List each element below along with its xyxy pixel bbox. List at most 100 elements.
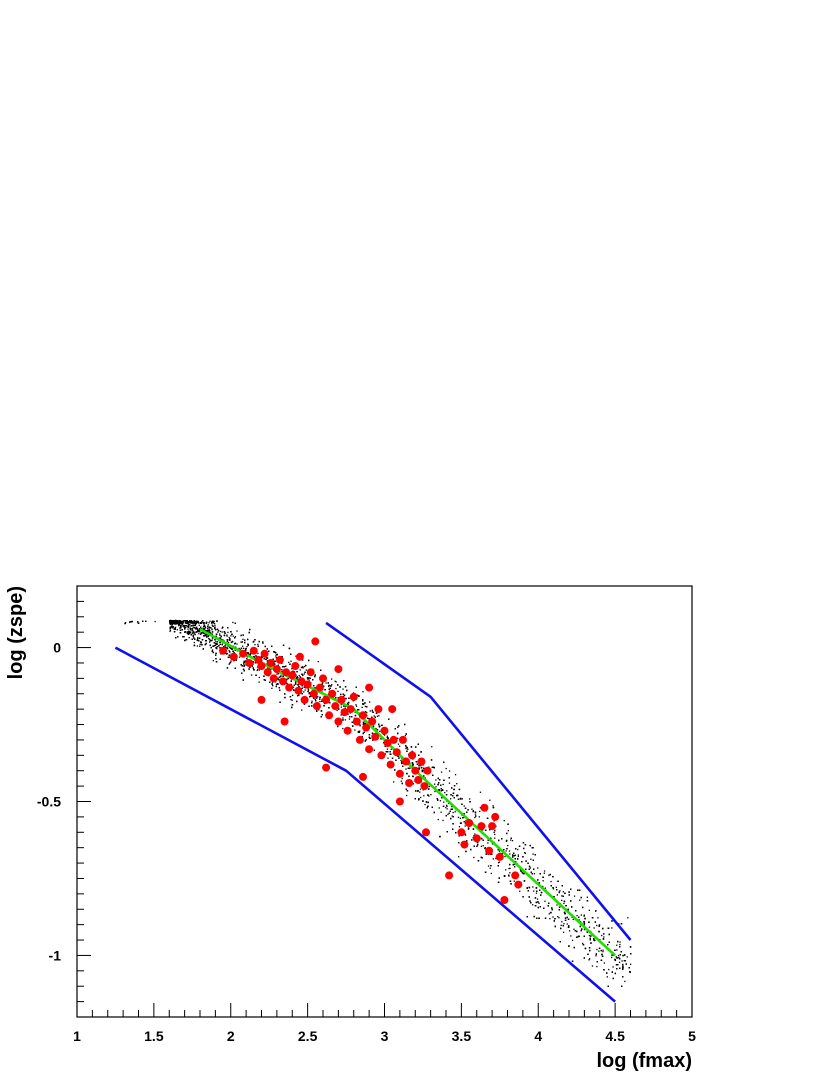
scatter-point [597,917,599,919]
scatter-point [578,935,580,937]
scatter-point [263,675,265,677]
scatter-point [264,645,266,648]
scatter-point [176,629,178,631]
background-points-layer [124,619,632,987]
scatter-point [538,902,540,904]
scatter-point [293,689,295,691]
scatter-point [299,669,301,671]
scatter-point [179,624,182,627]
scatter-point [537,867,539,869]
scatter-point [612,966,614,968]
scatter-point [451,808,453,810]
scatter-point [272,658,274,660]
scatter-point [603,936,605,938]
scatter-point [183,624,185,627]
scatter-point [480,856,482,859]
scatter-point [228,636,230,639]
scatter-point [440,771,443,773]
scatter-point [528,896,530,898]
scatter-point [278,687,280,689]
scatter-point [191,630,193,632]
scatter-point [303,673,305,675]
scatter-point [298,686,300,688]
scatter-point [515,848,517,850]
scatter-point [612,977,614,980]
scatter-point [619,946,621,948]
scatter-point [442,819,444,822]
scatter-point [212,645,214,647]
scatter-point [240,634,242,637]
scatter-point [284,693,286,695]
scatter-point [318,709,320,711]
scatter-point [467,809,469,811]
scatter-point [573,895,576,897]
scatter-point [271,681,274,683]
scatter-point [526,887,528,889]
scatter-point [510,883,512,885]
scatter-point [475,815,477,817]
scatter-point [355,705,358,707]
scatter-point [398,725,400,727]
scatter-point [262,641,264,643]
scatter-point [299,676,301,678]
scatter-point [433,767,435,769]
scatter-point [574,930,576,932]
scatter-point [178,623,180,626]
scatter-point [200,626,202,628]
scatter-point [203,624,206,626]
scatter-point [219,633,221,635]
scatter-point [265,658,267,660]
scatter-point [214,639,216,641]
scatter-point [524,852,526,854]
scatter-point [458,788,461,791]
scatter-point [308,705,310,707]
scatter-point [357,694,359,696]
scatter-point [145,620,147,622]
scatter-point [615,956,617,958]
scatter-point [275,654,278,656]
scatter-point [394,728,396,730]
scatter-point [419,791,421,793]
scatter-point [591,917,594,919]
scatter-point [440,788,442,790]
scatter-point [228,663,230,665]
scatter-point [342,693,344,695]
scatter-point [534,854,536,856]
scatter-point [506,848,508,850]
scatter-point [576,936,578,938]
scatter-point [509,863,511,866]
scatter-point [198,630,201,633]
scatter-point [218,630,220,632]
scatter-point [185,626,187,629]
scatter-point [320,716,322,718]
scatter-point [257,645,259,647]
scatter-point [210,627,212,629]
scatter-point [277,678,279,680]
scatter-point [213,623,216,625]
scatter-point [458,835,460,837]
scatter-point [583,914,585,916]
scatter-point [616,944,618,946]
scatter-point [219,647,221,649]
scatter-point [563,911,566,914]
scatter-point [450,808,452,810]
scatter-point [517,858,519,860]
scatter-point [588,909,590,911]
scatter-point [616,949,618,951]
scatter-point [513,852,515,854]
scatter-point [563,923,565,925]
scatter-point [573,946,575,949]
scatter-point [194,621,196,623]
scatter-point [514,866,516,868]
scatter-point [247,643,249,645]
scatter-point [462,817,464,819]
scatter-point [241,672,243,674]
scatter-point [457,816,460,818]
scatter-point [525,868,527,870]
scatter-point [444,791,446,794]
scatter-point [405,788,407,790]
scatter-point [256,666,259,668]
scatter-point [528,868,530,870]
scatter-point [219,634,221,637]
scatter-point [204,643,206,646]
